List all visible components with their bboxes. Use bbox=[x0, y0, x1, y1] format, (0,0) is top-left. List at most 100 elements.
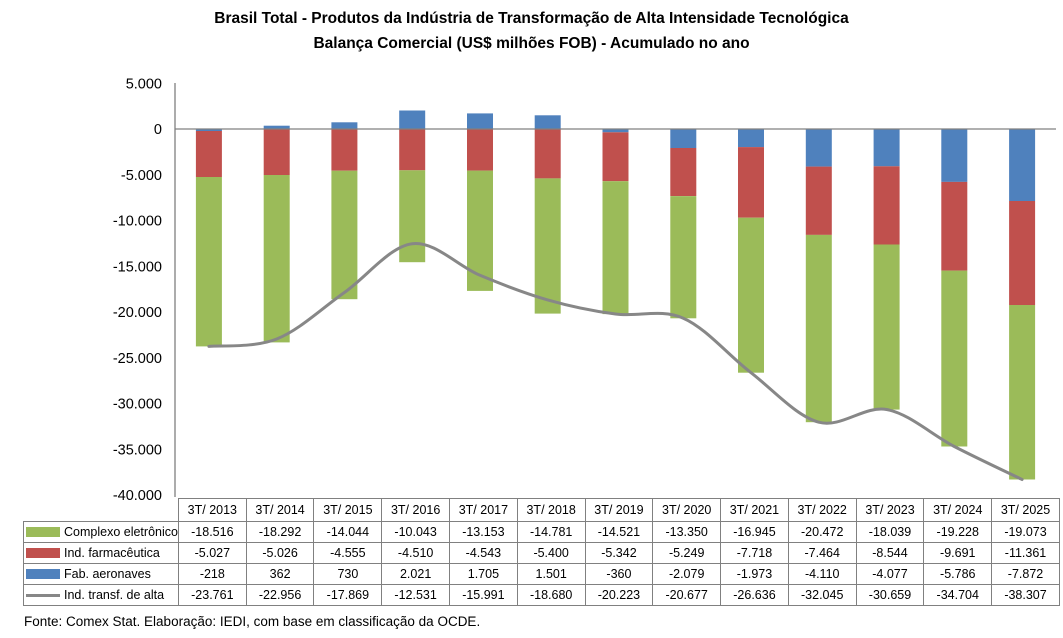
y-axis-tick-label: -10.000 bbox=[113, 214, 162, 230]
bar-segment bbox=[263, 175, 290, 343]
series-row: Fab. aeronaves -218 362 730 2.021 1.705 1.501-… bbox=[23, 563, 1060, 585]
table-value-cell: -7.464 bbox=[787, 542, 857, 564]
bar-segment bbox=[467, 113, 493, 129]
table-value-cell: -20.223 bbox=[584, 584, 654, 606]
table-value-cell: -4.110 bbox=[787, 563, 857, 585]
table-header-cell: 3T/ 2014 bbox=[245, 498, 315, 522]
bar-segment bbox=[941, 129, 968, 182]
table-value-cell: -26.636 bbox=[720, 584, 789, 606]
table-value-cell: -30.659 bbox=[855, 584, 925, 606]
table-value-cell: -34.704 bbox=[923, 584, 993, 606]
table-header-cell: 3T/ 2023 bbox=[855, 498, 925, 522]
chart-title-line-2: Balança Comercial (US$ milhões FOB) - Ac… bbox=[313, 35, 750, 52]
table-value-cell: -5.027 bbox=[177, 542, 247, 564]
legend-cell: Ind. transf. de alta bbox=[23, 584, 179, 606]
table-value-cell: -5.249 bbox=[652, 542, 722, 564]
table-value-cell: -18.516 bbox=[177, 521, 247, 543]
table-value-cell: -4.510 bbox=[381, 542, 451, 564]
y-axis-tick-label: -15.000 bbox=[113, 259, 162, 275]
legend-label: Complexo eletrônico bbox=[64, 525, 178, 539]
trend-line bbox=[207, 242, 1024, 481]
table-header-row: 3T/ 2013 3T/ 2014 3T/ 2015 3T/ 2016 3T/ 2017… bbox=[24, 498, 1060, 522]
table-value-cell: 1.501 bbox=[516, 563, 586, 585]
legend-color-swatch bbox=[26, 569, 60, 579]
bar-segment bbox=[399, 129, 426, 171]
table-value-cell: -5.342 bbox=[584, 542, 654, 564]
table-value-cell: -32.045 bbox=[787, 584, 857, 606]
table-value-cell: -17.869 bbox=[313, 584, 383, 606]
table-value-cell: -5.400 bbox=[516, 542, 586, 564]
bar-segment bbox=[399, 110, 426, 129]
bar-segment bbox=[873, 244, 900, 410]
bar-segment bbox=[602, 132, 629, 182]
table-value-cell: -14.521 bbox=[584, 521, 654, 543]
table-value-cell: -12.531 bbox=[381, 584, 451, 606]
bar-segment bbox=[805, 166, 832, 235]
table-value-cell: 1.705 bbox=[449, 563, 518, 585]
combo-chart: 5.000 0 -5.000 -10.000 -15.000 -20.000 -25.000… bbox=[113, 76, 1056, 504]
table-value-cell: -360 bbox=[584, 563, 654, 585]
bar-segment bbox=[195, 129, 222, 131]
y-axis-tick-label: -30.000 bbox=[113, 397, 162, 413]
bar-segment bbox=[670, 196, 697, 319]
table-header-cell: 3T/ 2022 bbox=[787, 498, 857, 522]
y-axis-tick-label: -5.000 bbox=[121, 168, 162, 184]
table-value-cell: -1.973 bbox=[720, 563, 789, 585]
bar-segment bbox=[534, 129, 561, 179]
legend-color-swatch bbox=[26, 527, 60, 537]
bar-segment bbox=[670, 129, 697, 148]
legend-label: Ind. farmacêutica bbox=[64, 546, 160, 560]
y-axis-tick-label: 5.000 bbox=[126, 76, 162, 92]
bar-segment bbox=[331, 122, 358, 129]
table-value-cell: -18.039 bbox=[855, 521, 925, 543]
table-value-cell: -7.872 bbox=[991, 563, 1060, 585]
bar-segment bbox=[331, 129, 358, 171]
bar-segment bbox=[263, 125, 290, 129]
series-row: Complexo eletrônico -18.516 -18.292 -14.044… bbox=[23, 521, 1060, 543]
table-value-cell: -22.956 bbox=[245, 584, 315, 606]
bar-segment bbox=[805, 129, 832, 167]
table-header-cell: 3T/ 2013 bbox=[177, 498, 247, 522]
table-value-cell: -13.350 bbox=[652, 521, 722, 543]
table-value-cell: -14.044 bbox=[313, 521, 383, 543]
bar-segment bbox=[738, 217, 764, 373]
y-axis-tick-label: -35.000 bbox=[113, 442, 162, 458]
table-value-cell: -19.073 bbox=[991, 521, 1060, 543]
table-value-cell: -5.786 bbox=[923, 563, 993, 585]
y-axis-tick-label: -40.000 bbox=[113, 488, 162, 504]
table-header-cell: 3T/ 2024 bbox=[923, 498, 993, 522]
table-value-cell: 362 bbox=[245, 563, 315, 585]
table-header-cell: 3T/ 2016 bbox=[381, 498, 451, 522]
bar-segment bbox=[263, 129, 290, 175]
bar-segment bbox=[873, 129, 900, 167]
table-header-cell: 3T/ 2015 bbox=[313, 498, 383, 522]
series-row: Ind. farmacêutica -5.027 -5.026 -4.555 -4.51… bbox=[23, 542, 1060, 564]
table-value-cell: -218 bbox=[177, 563, 247, 585]
table-value-cell: -20.677 bbox=[652, 584, 722, 606]
table-header-cell: 3T/ 2025 bbox=[991, 498, 1060, 522]
table-header-cell: 3T/ 2019 bbox=[584, 498, 654, 522]
source-note: Fonte: Comex Stat. Elaboração: IEDI, com… bbox=[24, 614, 481, 629]
bar-segment bbox=[873, 166, 900, 245]
table-value-cell: -4.543 bbox=[449, 542, 518, 564]
data-table: 3T/ 2013 3T/ 2014 3T/ 2015 3T/ 2016 3T/ 2017… bbox=[23, 498, 1060, 606]
y-axis-tick-label: -25.000 bbox=[113, 351, 162, 367]
table-value-cell: -11.361 bbox=[991, 542, 1060, 564]
table-value-cell: -9.691 bbox=[923, 542, 993, 564]
bar-segment bbox=[738, 129, 764, 148]
table-value-cell: -8.544 bbox=[855, 542, 925, 564]
bar-segment bbox=[670, 148, 697, 196]
bar-segment bbox=[195, 131, 222, 177]
table-value-cell: -13.153 bbox=[449, 521, 518, 543]
legend-cell: Ind. farmacêutica bbox=[23, 542, 179, 564]
bar-segment bbox=[534, 115, 561, 129]
legend-color-swatch bbox=[26, 548, 60, 558]
table-value-cell: -5.026 bbox=[245, 542, 315, 564]
table-value-cell: 730 bbox=[313, 563, 383, 585]
bar-segment bbox=[467, 170, 493, 291]
legend-cell: Fab. aeronaves bbox=[23, 563, 179, 585]
table-value-cell: -20.472 bbox=[787, 521, 857, 543]
table-value-cell: -23.761 bbox=[177, 584, 247, 606]
bar-segment bbox=[738, 147, 764, 218]
